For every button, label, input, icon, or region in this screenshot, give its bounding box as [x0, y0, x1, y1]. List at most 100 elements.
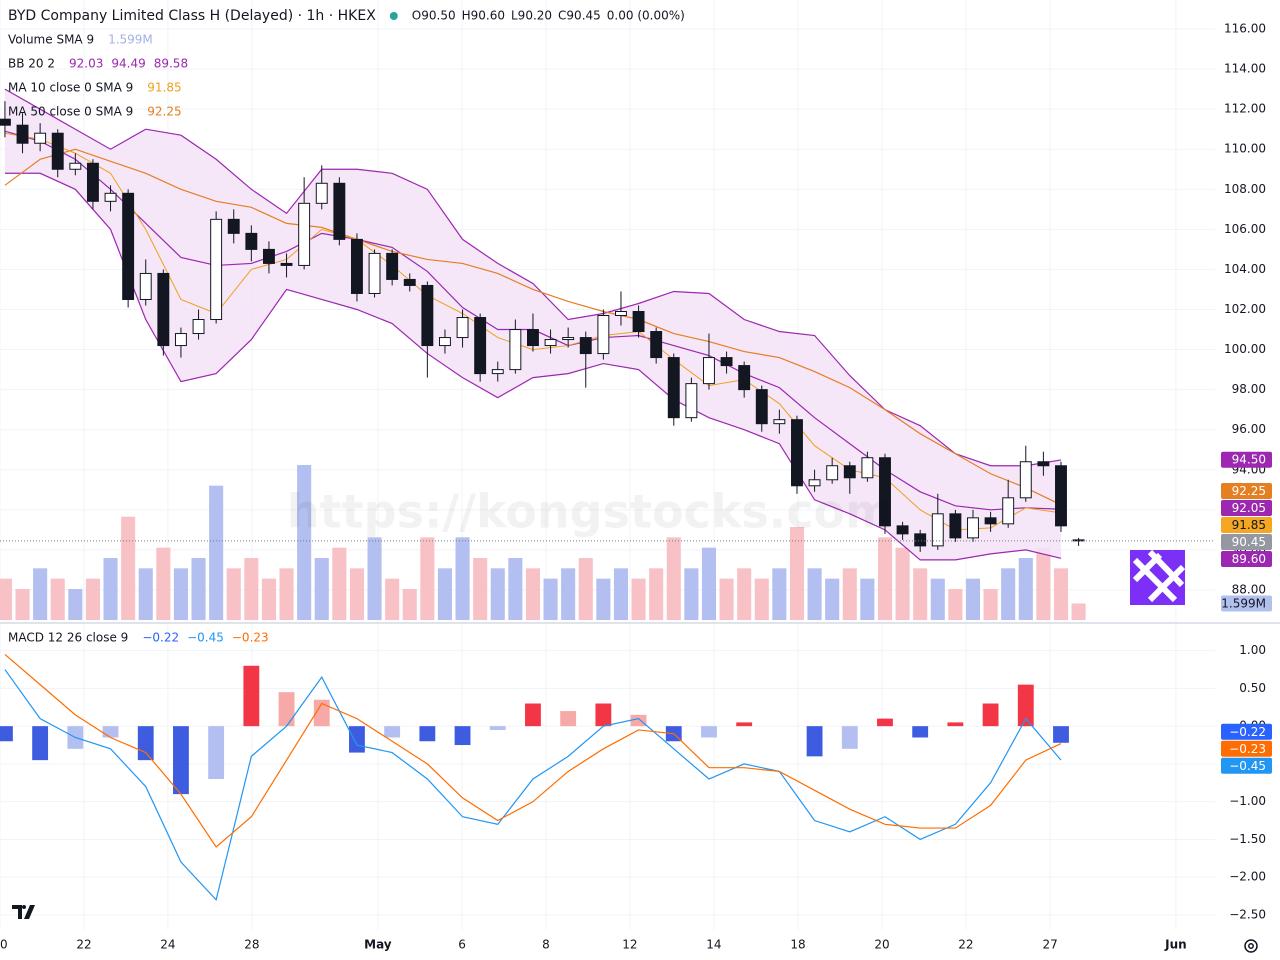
axis-badge: [1221, 740, 1272, 757]
candle-body: [843, 465, 856, 479]
candle-body: [403, 278, 416, 286]
legend-value: 92.03: [69, 57, 103, 71]
x-tick-label: 14: [706, 938, 721, 952]
volume-bar: [543, 578, 558, 620]
candle-body: [210, 218, 223, 321]
x-tick-label: 20: [0, 938, 8, 952]
axis-badge-label: 92.05: [1232, 501, 1266, 515]
candle-body: [69, 162, 82, 170]
volume-bar: [525, 568, 540, 620]
candle-body: [703, 357, 715, 385]
legend-name: MA 10 close 0 SMA 9: [8, 81, 133, 95]
volume-bar: [825, 578, 840, 620]
macd-histogram-bar: [489, 726, 506, 730]
candle-body: [1072, 539, 1085, 542]
axis-badge: [1221, 483, 1272, 500]
macd-histogram-bar: [630, 714, 647, 727]
candle-body: [333, 182, 346, 240]
gear-center[interactable]: [1248, 943, 1254, 949]
candle-body: [597, 315, 610, 355]
legend-name: Volume SMA 9: [8, 33, 94, 47]
quote-value: L90.20: [511, 9, 552, 23]
candle-body: [1037, 461, 1050, 467]
volume-bar: [684, 568, 699, 620]
axis-badge: [1221, 757, 1272, 774]
candle-body: [438, 337, 451, 347]
quote-value: C90.45: [558, 9, 601, 23]
volume-bar: [613, 568, 629, 620]
candle-body: [527, 329, 539, 347]
macd-layer: [0, 653, 1069, 902]
macd-histogram-bar: [278, 692, 295, 727]
x-tick-label: 24: [160, 938, 175, 952]
legend-name: BB 20 2: [8, 57, 55, 71]
y-tick-label: 106.00: [1224, 222, 1266, 236]
volume-bar: [50, 578, 65, 620]
candle-body: [262, 248, 275, 264]
y-tick-label: 112.00: [1224, 102, 1266, 116]
macd-histogram-bar: [560, 711, 577, 727]
macd-histogram-bar: [912, 726, 929, 738]
candle-body: [949, 513, 962, 539]
x-tick-label: 28: [244, 938, 259, 952]
settings-icon[interactable]: [1244, 939, 1258, 953]
macd-histogram-bar: [982, 703, 999, 727]
candle-body: [1055, 465, 1067, 527]
axis-badge-label: −0.45: [1229, 759, 1266, 773]
candle-body: [808, 479, 821, 487]
macd-histogram-bar: [841, 726, 858, 749]
candle-body: [122, 192, 135, 300]
candle-body: [650, 331, 663, 359]
volume-bar: [138, 568, 153, 620]
candle-body: [86, 162, 99, 202]
legend-name: MACD 12 26 close 9: [8, 631, 128, 645]
macd-histogram-bar: [384, 726, 401, 738]
candle-body: [1002, 497, 1015, 525]
candle-body: [826, 465, 839, 481]
volume-bar: [1018, 558, 1033, 620]
y-tick-label: 100.00: [1224, 342, 1266, 356]
y-tick-label: 102.00: [1224, 302, 1266, 316]
candle-body: [544, 339, 557, 347]
volume-bar: [15, 589, 30, 620]
logo-dot: [22, 905, 26, 909]
candle-body: [386, 252, 399, 280]
y-tick-label: 110.00: [1224, 142, 1266, 156]
axis-badge-label: 1.599M: [1221, 596, 1266, 610]
macd-histogram-bar: [701, 726, 717, 738]
volume-bar: [895, 547, 910, 620]
axis-badge: [1221, 500, 1272, 517]
y-tick-label: 1.00: [1239, 643, 1266, 657]
volume-bar: [1001, 568, 1016, 620]
x-tick-label: 8: [542, 938, 550, 952]
logo-mark: [1132, 549, 1186, 603]
volume-bar: [807, 568, 822, 620]
candle-body: [984, 517, 997, 525]
axis-badge-label: −0.23: [1229, 742, 1266, 756]
gear-ring[interactable]: [1244, 939, 1258, 953]
candle-body: [685, 383, 698, 419]
badges-layer: 1.599M 94.50 92.25 92.05 91.85 90.45 89.60 −0.2…: [1221, 451, 1272, 774]
volume-bar: [913, 568, 928, 620]
candle-body: [667, 357, 680, 419]
macd-histogram-bar: [947, 722, 964, 727]
x-tick-label: 18: [790, 938, 805, 952]
axis-badge-label: 90.45: [1232, 535, 1266, 549]
y-tick-label: 104.00: [1224, 262, 1266, 276]
candle-body: [1019, 461, 1032, 499]
candle-body: [368, 252, 381, 294]
macd-histogram-bar: [243, 665, 260, 727]
ma50-line: [4, 148, 1062, 506]
candle-body: [174, 333, 187, 347]
legend-value: 92.25: [147, 105, 181, 119]
macd-histogram-bar: [102, 726, 119, 738]
candle-body: [773, 419, 786, 425]
candle-body: [967, 517, 979, 539]
candle-body: [615, 311, 627, 317]
x-tick-label: 27: [1042, 938, 1057, 952]
volume-layer: [0, 465, 1086, 620]
volume-bar: [209, 485, 224, 620]
x-tick-label: 22: [76, 938, 91, 952]
axis-badge: [1221, 723, 1272, 740]
